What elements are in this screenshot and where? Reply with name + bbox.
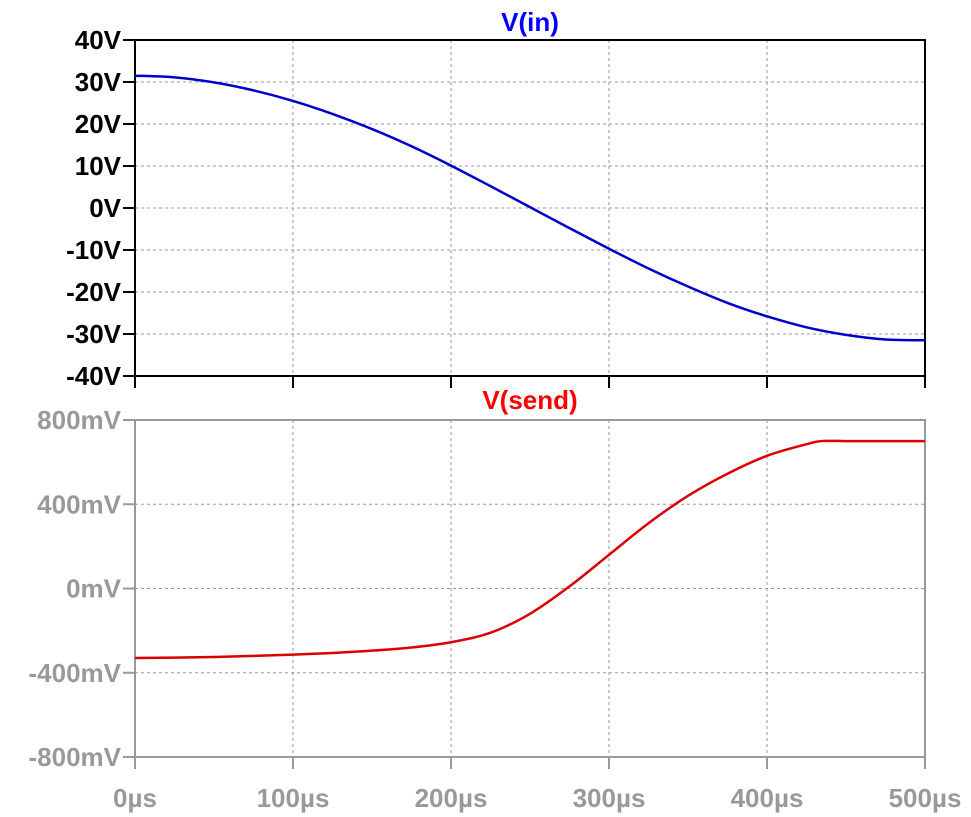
- y-tick-label: 40V: [75, 25, 122, 55]
- x-tick-label: 100µs: [257, 783, 330, 813]
- y-tick-label: 10V: [75, 151, 122, 181]
- y-tick-label: -10V: [66, 235, 122, 265]
- x-tick-label: 300µs: [573, 783, 646, 813]
- y-tick-label: 0mV: [66, 574, 122, 604]
- chart-title: V(send): [482, 385, 577, 415]
- series-line: [134, 439, 925, 660]
- y-tick-label: -800mV: [29, 742, 122, 772]
- y-tick-label: -400mV: [29, 658, 122, 688]
- x-tick-label: 0µs: [113, 783, 157, 813]
- chart-panel-1: 40V 30V 20V 10V 0V -10V -20V -30V -40V V(in): [66, 7, 926, 391]
- series-line: [134, 74, 926, 342]
- y-tick-label: 800mV: [37, 405, 121, 435]
- y-tick-label: -40V: [66, 361, 122, 391]
- chart-panel-2: 800mV 400mV 0mV -400mV -800mV 0µs 100µs 200µs 30…: [29, 385, 962, 813]
- y-tick-label: 400mV: [37, 489, 121, 519]
- y-tick-label: -30V: [66, 319, 122, 349]
- y-tick-label: 0V: [89, 193, 121, 223]
- y-tick-label: -20V: [66, 277, 122, 307]
- y-tick-label: 30V: [75, 67, 122, 97]
- x-tick-label: 400µs: [731, 783, 804, 813]
- y-tick-label: 20V: [75, 109, 122, 139]
- chart-title: V(in): [501, 7, 559, 37]
- x-tick-label: 500µs: [889, 783, 962, 813]
- x-tick-label: 200µs: [415, 783, 488, 813]
- plot-frame: [134, 419, 926, 758]
